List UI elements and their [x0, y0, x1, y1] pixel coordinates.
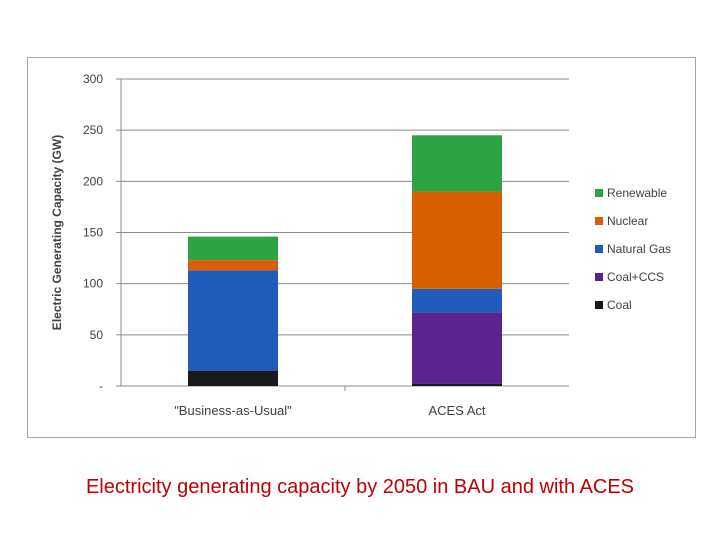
axis-labels: - 50 100 150 200 250 300 Electric Generating Ca… [50, 72, 486, 418]
legend-label: Renewable [607, 186, 667, 200]
bar-segment [412, 312, 502, 384]
y-tick-label: 50 [90, 328, 104, 342]
y-tick-label: 100 [83, 277, 103, 291]
legend: Renewable Nuclear Natural Gas Coal+CCS Coal [595, 186, 671, 312]
bar-segment [412, 383, 502, 386]
bar-segment [188, 260, 278, 271]
bars [188, 135, 502, 386]
legend-swatch [595, 245, 603, 253]
y-axis-title: Electric Generating Capacity (GW) [50, 135, 64, 330]
legend-swatch [595, 301, 603, 309]
bar-segment [412, 191, 502, 289]
legend-swatch [595, 217, 603, 225]
bar-segment [188, 236, 278, 261]
stacked-bar-chart: - 50 100 150 200 250 300 Electric Generating Ca… [50, 72, 671, 418]
y-tick-label: 200 [83, 174, 103, 188]
legend-swatch [595, 189, 603, 197]
figure-caption: Electricity generating capacity by 2050 … [85, 476, 635, 498]
chart-frame: - 50 100 150 200 250 300 Electric Generating Ca… [27, 57, 696, 438]
x-tick-label: "Business-as-Usual" [174, 403, 292, 418]
y-tick-label: 250 [83, 123, 103, 137]
legend-swatch [595, 273, 603, 281]
y-tick-label: 150 [83, 226, 103, 240]
legend-label: Natural Gas [607, 242, 671, 256]
bar-segment [412, 135, 502, 192]
legend-label: Coal [607, 298, 632, 312]
bar-segment [188, 370, 278, 386]
legend-label: Nuclear [607, 214, 648, 228]
bar-segment [188, 270, 278, 371]
y-tick-label: - [99, 379, 103, 393]
legend-label: Coal+CCS [607, 270, 664, 284]
x-tick-label: ACES Act [428, 403, 485, 418]
y-tick-label: 300 [83, 72, 103, 86]
bar-segment [412, 288, 502, 313]
